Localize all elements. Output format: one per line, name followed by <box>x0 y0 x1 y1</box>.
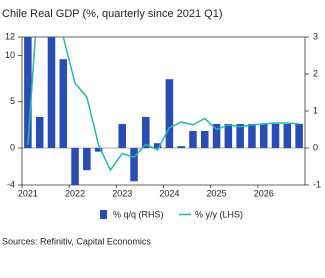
bar <box>153 143 162 148</box>
line <box>27 37 300 172</box>
y-tick-label: 10 <box>5 50 15 60</box>
bar <box>130 148 138 182</box>
x-tick-label: 2021 <box>18 188 38 198</box>
bar <box>224 123 233 148</box>
x-tick-label: 2025 <box>207 188 227 198</box>
y-tick-label: 5 <box>10 96 15 106</box>
bar <box>165 79 174 148</box>
chart-title: Chile Real GDP (%, quarterly since 2021 … <box>2 8 223 20</box>
y2-tick-label: 1 <box>313 105 318 115</box>
x-tick-label: 2024 <box>159 188 179 198</box>
bar <box>271 123 280 148</box>
legend-swatch <box>100 210 107 219</box>
x-tick-label: 2023 <box>112 188 132 198</box>
legend-label: % y/y (LHS) <box>195 209 243 219</box>
bar <box>177 146 185 148</box>
bar <box>35 116 44 148</box>
y-tick-label: 0 <box>10 142 15 152</box>
bar <box>71 148 79 185</box>
bar <box>83 148 91 171</box>
bar <box>236 123 244 148</box>
y-tick-label: -4 <box>7 179 15 189</box>
bar <box>248 123 256 148</box>
x-tick-label: 2022 <box>65 188 85 198</box>
x-tick-label: 2026 <box>254 188 274 198</box>
bar <box>94 148 103 152</box>
bar <box>118 123 127 148</box>
bar <box>283 123 292 148</box>
legend-label: % q/q (RHS) <box>113 209 164 219</box>
bar <box>47 37 56 148</box>
plot-area <box>22 37 305 185</box>
y2-tick-label: 2 <box>313 68 318 78</box>
bar <box>142 116 150 148</box>
bar <box>259 123 268 148</box>
y2-tick-label: -1 <box>313 179 321 189</box>
y2-tick-label: 3 <box>313 31 318 41</box>
y2-tick-label: 0 <box>313 142 318 152</box>
bar <box>59 59 68 149</box>
bar <box>212 123 221 148</box>
bar <box>295 123 303 148</box>
y-tick-label: 12 <box>5 31 15 41</box>
source-note: Sources: Refinitiv, Capital Economics <box>2 236 151 246</box>
bar <box>189 130 197 148</box>
bar <box>200 130 209 148</box>
bar <box>24 37 32 149</box>
